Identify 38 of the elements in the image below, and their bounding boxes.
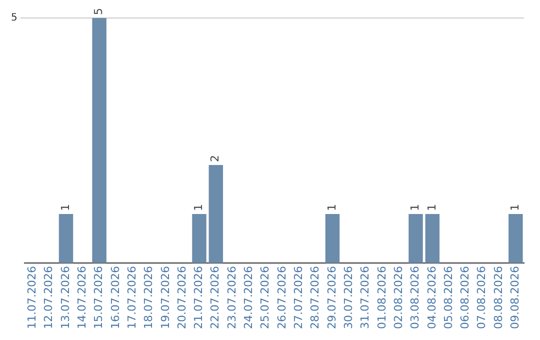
x-tick-label: 09.08.2026 [508,266,522,330]
x-tick-label: 01.08.2026 [375,266,388,330]
data-label: 1 [508,204,522,212]
x-tick-label: 28.07.2026 [308,266,322,330]
x-tick-label: 22.07.2026 [208,266,222,330]
data-label: 1 [408,204,422,212]
x-tick-label: 23.07.2026 [225,266,238,330]
x-tick-label: 05.08.2026 [442,266,455,330]
x-tick-label: 14.07.2026 [76,266,89,330]
x-tick-label: 08.08.2026 [492,266,505,330]
x-tick-label: 12.07.2026 [42,266,56,330]
x-tick-label: 30.07.2026 [342,266,355,330]
x-tick-label: 21.07.2026 [192,266,206,330]
data-label: 1 [325,204,338,212]
data-label: 2 [208,155,222,162]
data-label: 1 [192,204,206,212]
x-tick-label: 15.07.2026 [92,266,106,330]
x-tick-label: 02.08.2026 [392,266,405,330]
x-tick-label: 06.08.2026 [458,266,472,330]
x-tick-label: 25.07.2026 [258,266,272,330]
x-tick-label: 26.07.2026 [275,266,288,330]
x-tick-label: 29.07.2026 [325,266,338,330]
x-tick-label: 13.07.2026 [58,266,72,330]
data-label: 1 [58,204,72,212]
x-tick-label: 04.08.2026 [425,266,438,330]
x-tick-label: 03.08.2026 [408,266,422,330]
x-tick-label: 24.07.2026 [242,266,256,330]
data-label: 1 [425,204,438,212]
x-tick-label: 17.07.2026 [125,266,138,330]
x-tick-label: 18.07.2026 [142,266,156,330]
x-tick-label: 16.07.2026 [108,266,122,330]
x-tick-label: 20.07.2026 [175,266,188,330]
x-tick-label: 27.07.2026 [292,266,306,330]
x-tick-label: 07.08.2026 [475,266,488,330]
x-tick-label: 31.07.2026 [358,266,372,330]
data-label: 5 [92,8,106,15]
x-tick-label: 11.07.2026 [26,266,39,330]
x-tick-label: 19.07.2026 [158,266,172,330]
